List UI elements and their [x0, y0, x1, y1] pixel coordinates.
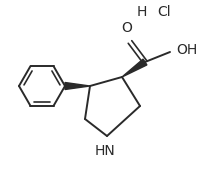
Polygon shape: [65, 82, 90, 89]
Text: O: O: [121, 21, 132, 35]
Text: Cl: Cl: [157, 5, 171, 19]
Text: HN: HN: [95, 144, 115, 158]
Text: H: H: [137, 5, 147, 19]
Polygon shape: [122, 59, 147, 77]
Text: OH: OH: [176, 43, 197, 57]
